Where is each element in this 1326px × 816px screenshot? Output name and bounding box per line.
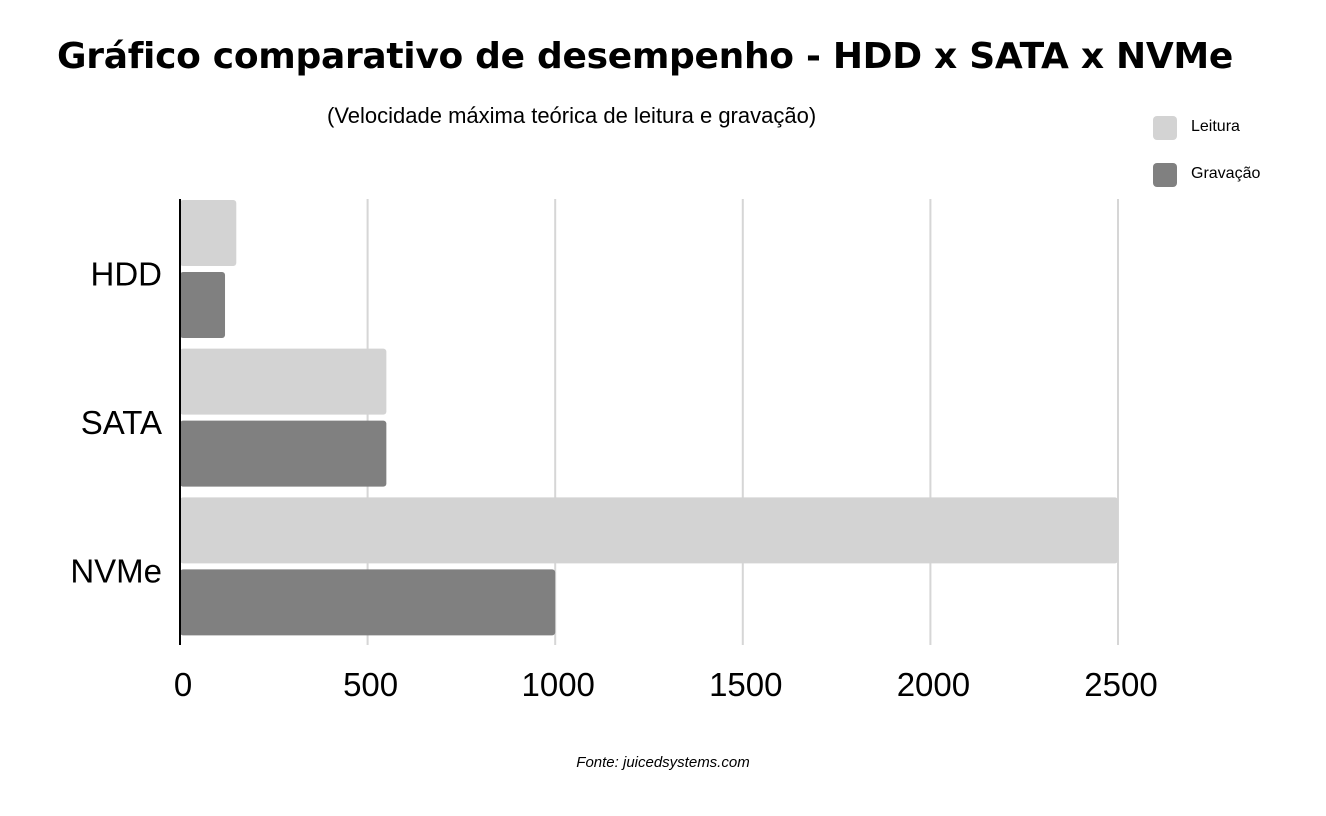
legend-label-leitura: Leitura xyxy=(1191,118,1240,135)
chart-title: Gráfico comparativo de desempenho - HDD … xyxy=(57,36,1234,77)
bar-nvme-leitura xyxy=(180,497,1118,564)
x-tick-label-500: 500 xyxy=(343,666,398,703)
bar-sata-gravacao xyxy=(180,420,387,487)
bar-sata-leitura xyxy=(180,348,387,415)
bar-nvme-gravacao xyxy=(180,569,556,636)
chart-subtitle: (Velocidade máxima teórica de leitura e … xyxy=(327,103,817,128)
category-label-nvme: NVMe xyxy=(70,553,162,590)
bar-hdd-gravacao xyxy=(180,272,226,338)
x-tick-label-2500: 2500 xyxy=(1084,666,1157,703)
x-tick-label-2000: 2000 xyxy=(897,666,970,703)
source-note: Fonte: juicedsystems.com xyxy=(576,754,750,771)
bar-hdd-leitura xyxy=(180,200,237,266)
category-label-hdd: HDD xyxy=(91,255,163,292)
x-tick-label-1000: 1000 xyxy=(521,666,594,703)
category-label-sata: SATA xyxy=(81,404,162,441)
legend-swatch-gravacao xyxy=(1153,163,1177,187)
legend-label-gravacao: Gravação xyxy=(1191,165,1261,182)
x-tick-label-0: 0 xyxy=(174,666,192,703)
x-tick-label-1500: 1500 xyxy=(709,666,782,703)
legend-swatch-leitura xyxy=(1153,116,1177,140)
